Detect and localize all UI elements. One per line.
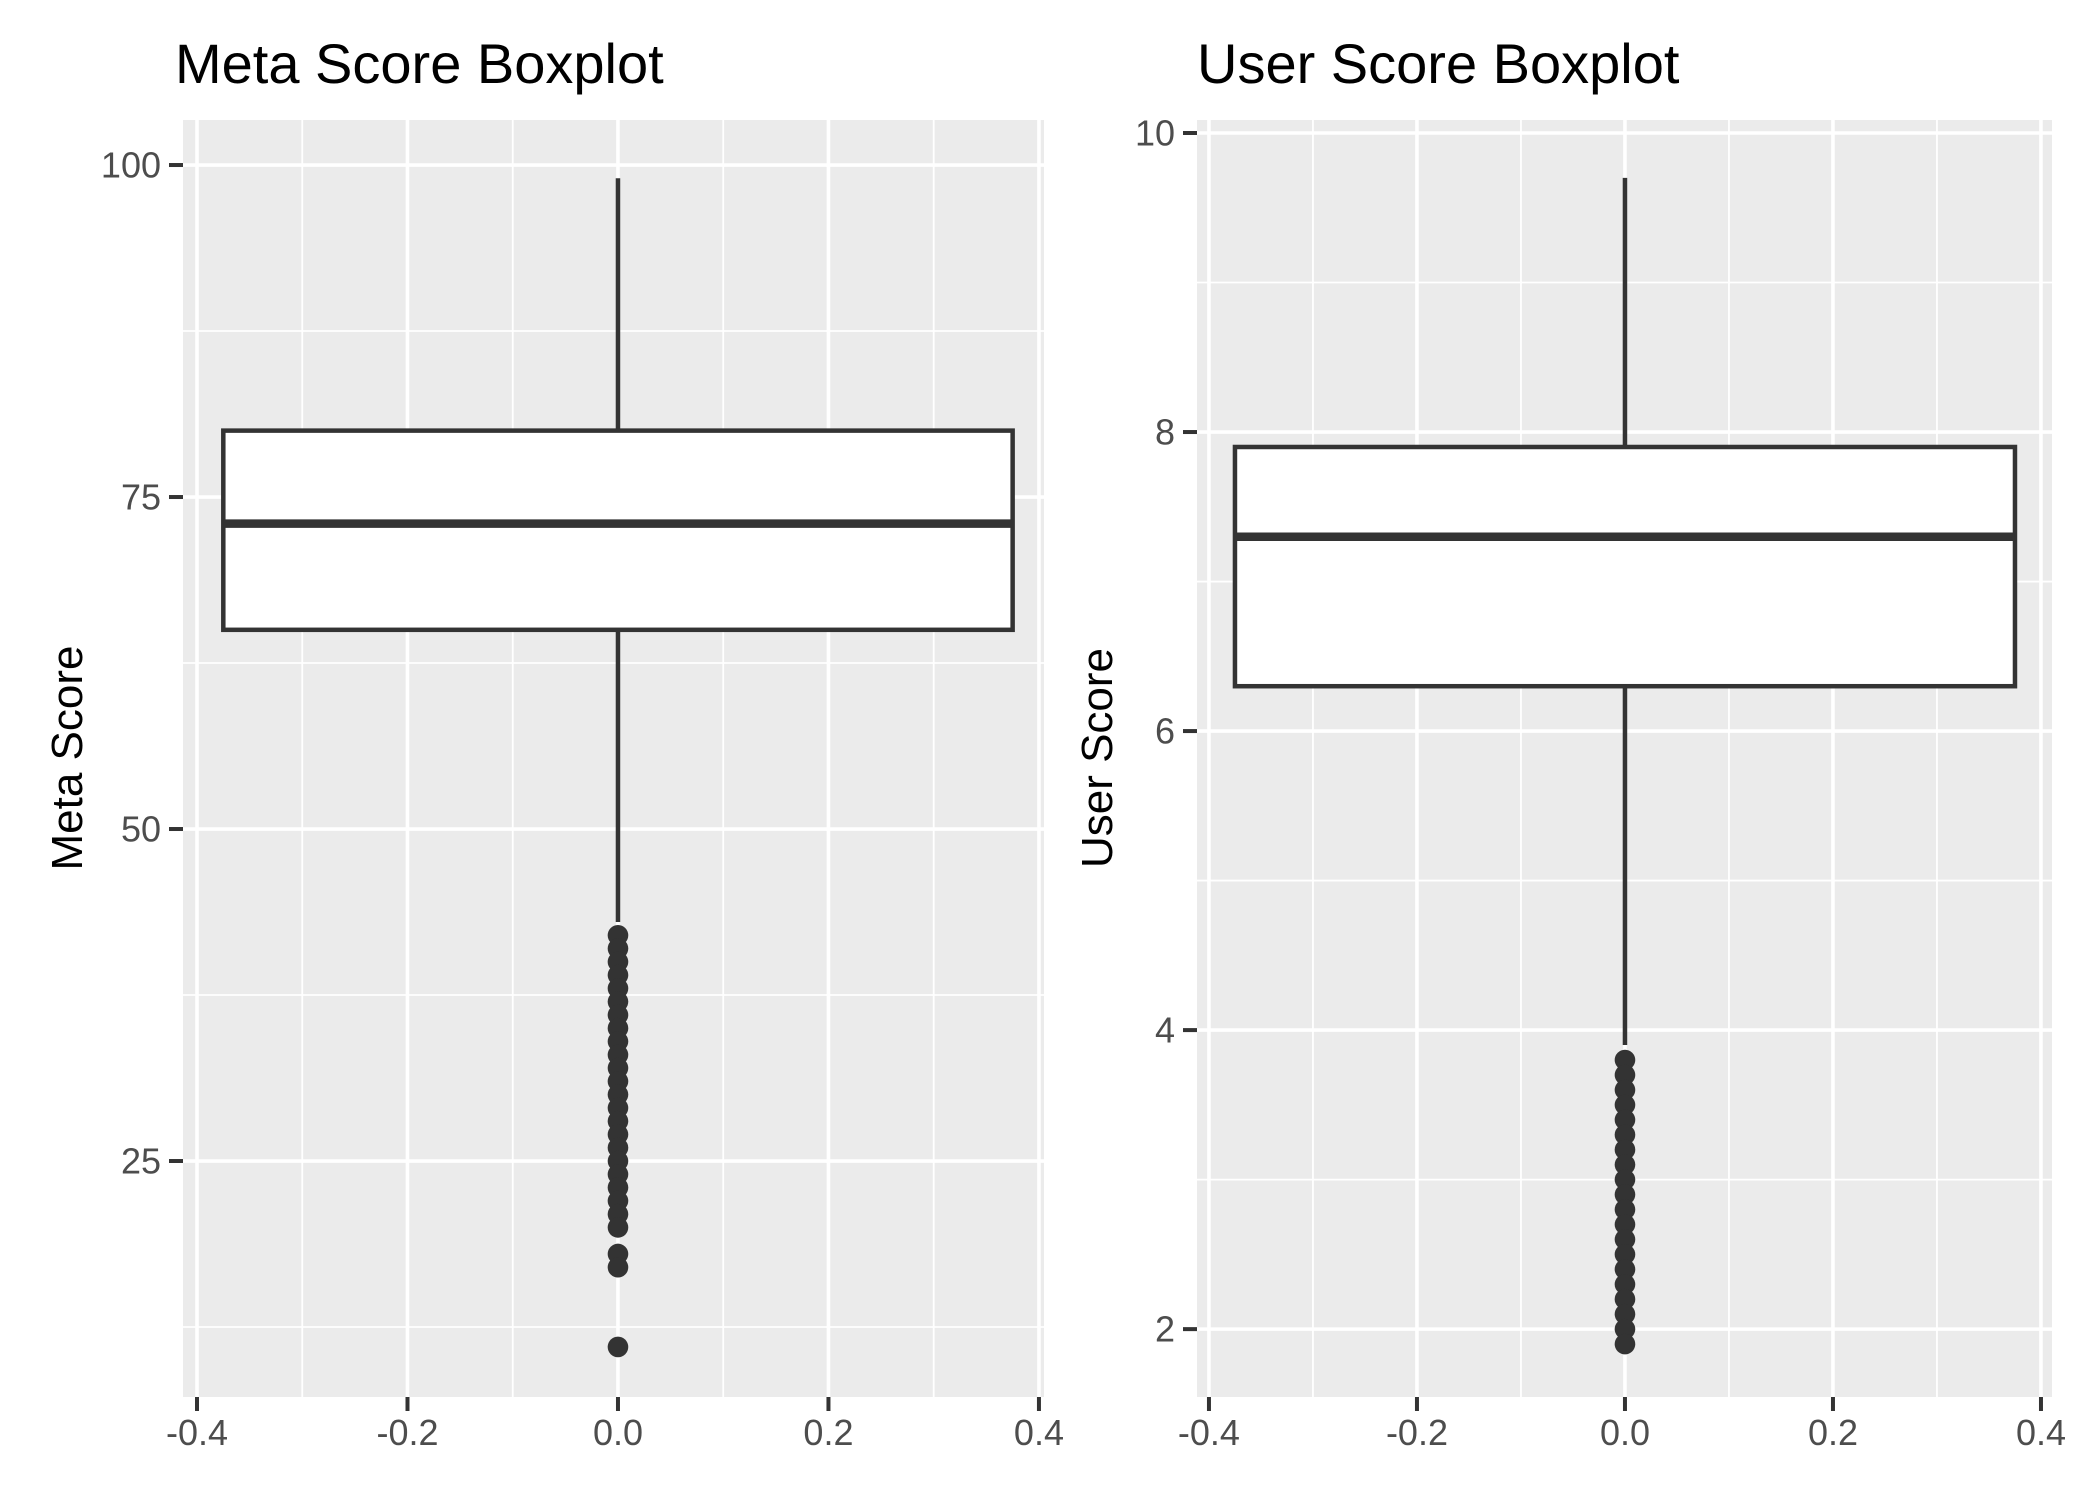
iqr-box [1232,444,2018,689]
outlier-point [1614,1049,1636,1071]
x-tick-label: -0.2 [1386,1412,1448,1453]
y-tick-label: 8 [1155,412,1175,453]
outlier-point [1614,1229,1636,1250]
y-tick-label: 2 [1155,1309,1175,1350]
outlier-point [1614,1214,1636,1235]
outlier-point [1614,1169,1636,1190]
outlier-point [607,1336,629,1358]
plot-title-user-score: User Score Boxplot [1197,32,1680,95]
x-tick-label: -0.4 [166,1412,228,1453]
outlier-point [1614,1244,1636,1265]
outlier-point [607,1256,629,1278]
y-tick-label: 4 [1155,1010,1175,1051]
outlier-point [1614,1273,1636,1295]
outlier-point [1614,1064,1636,1086]
x-tick-label: -0.4 [1178,1412,1240,1453]
iqr-box [221,428,1015,633]
y-axis-title-user-score: User Score [1073,647,1122,869]
y-tick-label: 75 [121,477,161,518]
y-tick-label: 100 [101,145,161,186]
outlier-point [1614,1124,1636,1146]
x-tick-label: 0.4 [2016,1412,2066,1453]
y-tick-label: 10 [1135,113,1175,154]
outlier-point [1614,1333,1636,1355]
y-axis-title-meta-score: Meta Score [43,645,92,871]
outlier-point [1614,1303,1636,1325]
outlier-point [607,1217,629,1238]
outlier-point [1614,1094,1636,1116]
y-tick-label: 6 [1155,711,1175,752]
x-tick-label: 0.0 [593,1412,643,1453]
x-tick-label: -0.2 [376,1412,438,1453]
x-tick-label: 0.4 [1014,1412,1064,1453]
outlier-point [1614,1139,1636,1161]
x-tick-label: 0.0 [1600,1412,1650,1453]
plot-title-meta-score: Meta Score Boxplot [175,32,664,95]
outlier-point [1614,1318,1636,1340]
y-tick-label: 50 [121,809,161,850]
outlier-point [1614,1109,1636,1131]
y-tick-label: 25 [121,1141,161,1182]
outlier-point [1614,1199,1636,1220]
outlier-point [1614,1079,1636,1101]
outlier-point [1614,1259,1636,1280]
x-tick-label: 0.2 [1808,1412,1858,1453]
x-tick-label: 0.2 [803,1412,853,1453]
outlier-point [1614,1288,1636,1310]
outlier-point [1614,1184,1636,1205]
outlier-point [1614,1154,1636,1175]
